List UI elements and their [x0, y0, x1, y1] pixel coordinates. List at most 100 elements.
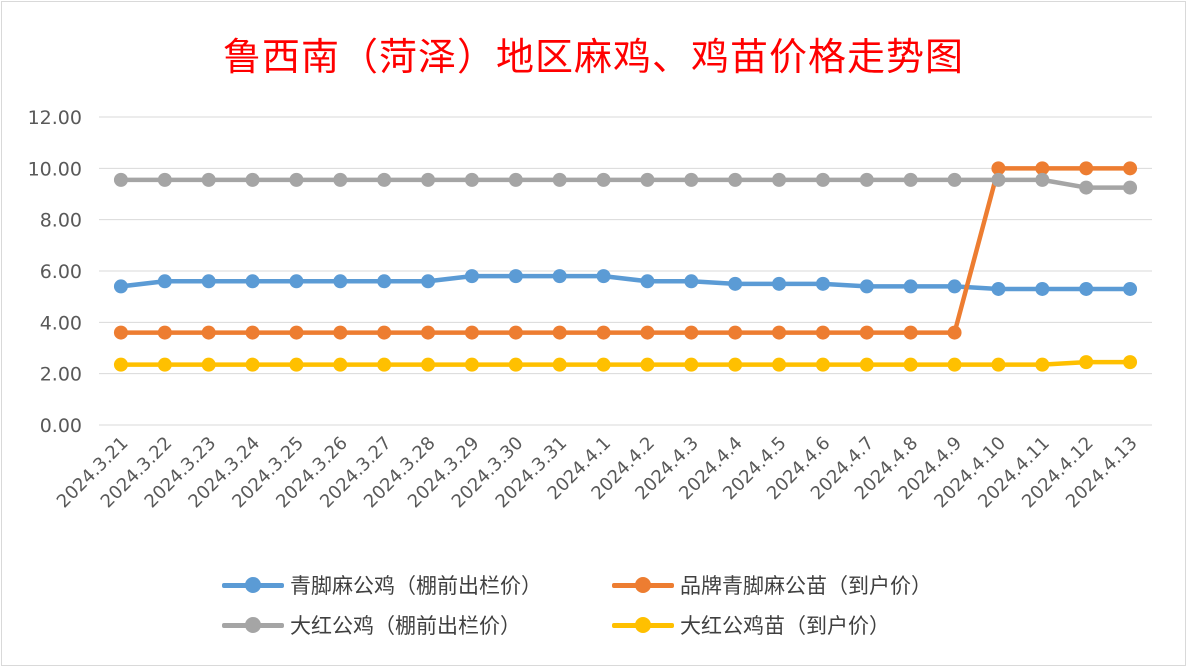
plot-area: 0.00 2.00 4.00 6.00 8.00 10.00 12.00 2024.3.21…: [28, 107, 1152, 513]
legend-swatch: [612, 615, 674, 635]
data-point: [947, 325, 962, 340]
data-point: [991, 281, 1006, 296]
grid-layer: [99, 116, 1152, 426]
data-point: [377, 357, 392, 372]
data-point: [728, 325, 743, 340]
data-point: [552, 269, 567, 284]
series-3: [113, 355, 1138, 372]
data-point: [333, 274, 348, 289]
data-point: [859, 279, 874, 294]
y-tick-label: 10.00: [28, 158, 82, 180]
data-point: [421, 172, 436, 187]
data-point: [289, 325, 304, 340]
data-point: [903, 279, 918, 294]
data-point: [991, 357, 1006, 372]
legend-label: 品牌青脚麻公苗（到户价）: [680, 574, 932, 598]
data-point: [377, 172, 392, 187]
data-point: [772, 172, 787, 187]
data-point: [947, 357, 962, 372]
data-point: [640, 357, 655, 372]
series-1: [113, 161, 1138, 340]
data-point: [113, 172, 128, 187]
y-tick-label: 0.00: [40, 415, 82, 437]
data-point: [289, 357, 304, 372]
data-point: [815, 172, 830, 187]
data-point: [157, 357, 172, 372]
data-point: [728, 276, 743, 291]
data-point: [245, 357, 260, 372]
data-point: [464, 357, 479, 372]
legend-item: 品牌青脚麻公苗（到户价）: [612, 570, 932, 600]
data-point: [684, 325, 699, 340]
data-point: [113, 357, 128, 372]
y-axis: 0.00 2.00 4.00 6.00 8.00 10.00 12.00: [28, 107, 82, 437]
legend-item: 青脚麻公鸡（棚前出栏价）: [222, 570, 542, 600]
series-line: [118, 177, 1133, 190]
data-point: [157, 172, 172, 187]
series-2: [113, 172, 1138, 195]
data-point: [245, 172, 260, 187]
legend-label: 大红公鸡（棚前出栏价）: [290, 614, 521, 638]
data-point: [333, 172, 348, 187]
data-point: [1123, 355, 1138, 370]
data-point: [201, 325, 216, 340]
data-point: [157, 274, 172, 289]
data-point: [859, 357, 874, 372]
data-point: [815, 325, 830, 340]
data-point: [815, 276, 830, 291]
data-point: [464, 269, 479, 284]
data-point: [1079, 355, 1094, 370]
data-point: [1035, 357, 1050, 372]
data-point: [947, 172, 962, 187]
y-tick-label: 6.00: [40, 261, 82, 283]
data-point: [1035, 172, 1050, 187]
data-point: [903, 325, 918, 340]
data-point: [113, 279, 128, 294]
data-point: [772, 357, 787, 372]
data-point: [728, 172, 743, 187]
data-point: [684, 357, 699, 372]
data-point: [596, 325, 611, 340]
data-point: [245, 325, 260, 340]
legend-swatch: [612, 575, 674, 595]
data-point: [903, 357, 918, 372]
data-point: [772, 276, 787, 291]
data-point: [1123, 180, 1138, 195]
data-point: [201, 274, 216, 289]
data-point: [640, 325, 655, 340]
data-point: [991, 161, 1006, 176]
data-point: [245, 274, 260, 289]
data-point: [421, 325, 436, 340]
data-point: [201, 172, 216, 187]
data-point: [772, 325, 787, 340]
data-point: [991, 172, 1006, 187]
data-point: [508, 325, 523, 340]
data-point: [113, 325, 128, 340]
data-point: [421, 357, 436, 372]
data-point: [1079, 281, 1094, 296]
data-point: [684, 172, 699, 187]
data-point: [815, 357, 830, 372]
legend-swatch: [222, 575, 284, 595]
y-tick-label: 8.00: [40, 210, 82, 232]
series-layer: [113, 161, 1138, 372]
data-point: [947, 279, 962, 294]
data-point: [728, 357, 743, 372]
data-point: [508, 172, 523, 187]
data-point: [596, 269, 611, 284]
data-point: [640, 172, 655, 187]
x-axis: 2024.3.212024.3.222024.3.232024.3.242024…: [53, 433, 1142, 513]
data-point: [552, 325, 567, 340]
data-point: [201, 357, 216, 372]
data-point: [421, 274, 436, 289]
data-point: [1079, 180, 1094, 195]
data-point: [1123, 161, 1138, 176]
data-point: [859, 325, 874, 340]
legend-label: 大红公鸡苗（到户价）: [680, 614, 890, 638]
data-point: [1035, 161, 1050, 176]
series-0: [113, 269, 1138, 296]
data-point: [596, 357, 611, 372]
data-point: [289, 172, 304, 187]
legend-item: 大红公鸡（棚前出栏价）: [222, 610, 521, 640]
data-point: [157, 325, 172, 340]
